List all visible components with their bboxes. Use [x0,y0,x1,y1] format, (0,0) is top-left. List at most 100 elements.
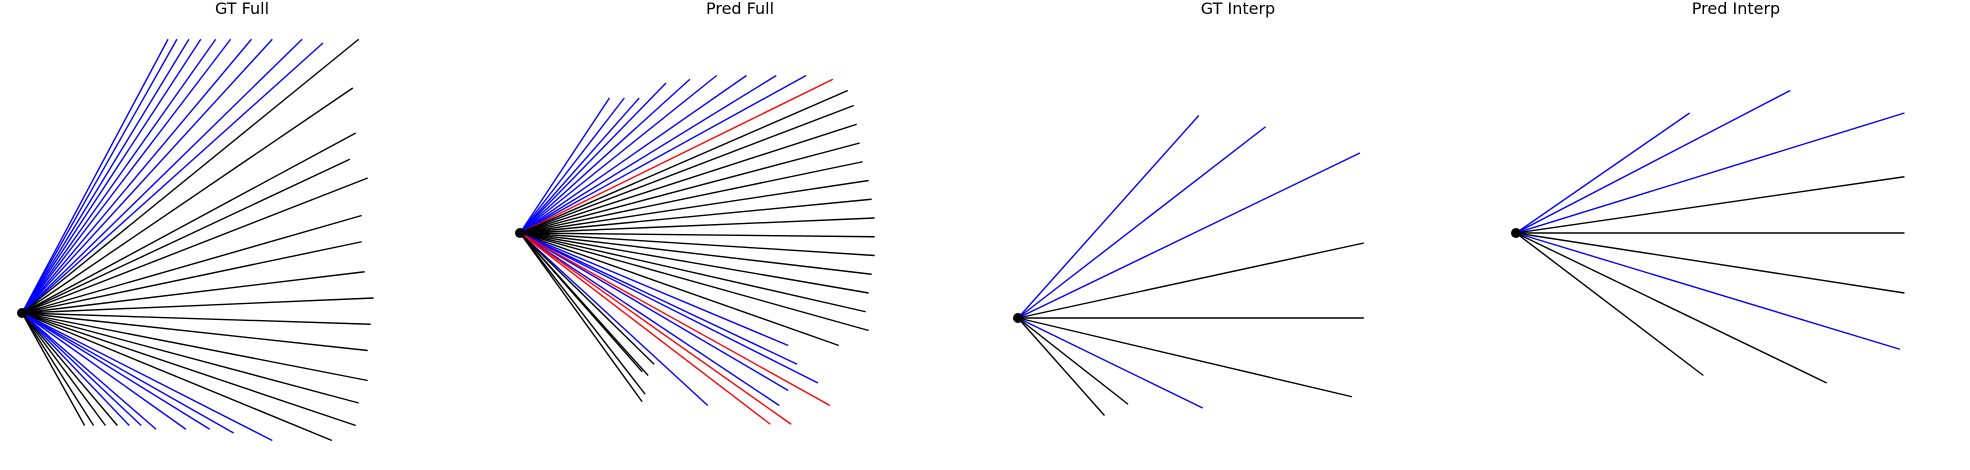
ray-highlight [519,97,640,234]
ray-highlight [519,232,789,392]
ray-base [1515,232,1704,377]
ray-base [1017,317,1129,405]
ray-base [21,312,371,325]
ray-highlight [21,38,232,314]
ray-base [1515,232,1905,294]
ray-highlight [21,312,130,426]
ray-base [1017,242,1364,319]
ray-highlight [21,312,187,430]
ray-base [519,232,875,238]
ray-highlight [21,312,234,434]
origin-point [1013,313,1023,323]
ray-highlight [519,232,780,407]
ray-highlight [519,82,667,234]
ray-highlight [519,232,819,384]
ray-highlight [519,74,718,234]
ray-base [519,142,860,234]
ray-base [21,312,368,382]
ray-base [519,232,866,313]
ray-highlight [519,78,691,234]
ray-highlight [519,232,798,365]
panel-1: GT Full [17,0,374,442]
ray-base [21,241,362,314]
ray-highlight [21,312,142,427]
panel-title: GT Full [215,0,269,18]
ray-base [21,38,360,314]
origin-point [17,308,27,318]
ray-highlight [1515,232,1901,350]
ray-base [519,161,863,234]
ray-base [519,232,875,257]
ray-highlight [1515,89,1791,234]
ray-highlight [519,232,709,407]
ray-base [1515,232,1828,384]
ray-highlight [1017,152,1361,319]
ray-highlight [1515,112,1691,234]
panel-title: Pred Full [706,0,774,18]
panel-4: Pred Interp [1511,0,1905,384]
ray-base [21,214,362,314]
ray-error [519,232,771,425]
panel-2: Pred Full [515,0,875,425]
ray-base [21,271,365,314]
ray-base [519,232,840,347]
ray-base [21,132,357,314]
ray-base [1017,317,1353,398]
ray-highlight [519,97,625,234]
ray-highlight [21,38,178,314]
ray-highlight [1017,317,1204,409]
ray-highlight [21,38,273,314]
ray-base [21,312,359,404]
ray-base [519,198,872,234]
ray-base [1515,176,1905,234]
panels: GT Full Pred Full GT Interp Pred Interp [17,0,1905,442]
ray-base [1017,317,1105,416]
ray-base [519,232,872,275]
ray-highlight [21,38,190,314]
ray-base [21,312,333,442]
ray-highlight [21,42,324,314]
ray-base [519,232,643,403]
ray-base [21,312,107,426]
ray-base [21,312,368,352]
ray-base [519,179,869,234]
ray-highlight [1515,112,1905,234]
ray-highlight [21,312,273,442]
ray-base [519,232,869,294]
ray-base [519,89,849,234]
ray-highlight [21,312,157,430]
ray-highlight [21,38,252,314]
ray-highlight [21,38,303,314]
ray-base [21,312,86,426]
ray-highlight [519,232,789,347]
ray-base [519,104,855,234]
ray-highlight [21,38,217,314]
ray-base [519,232,869,332]
ray-highlight [1017,126,1267,319]
origin-point [1511,228,1521,238]
ray-highlight [1017,115,1200,319]
origin-point [515,228,525,238]
ray-error [519,232,831,407]
ray-base [21,312,118,426]
ray-base [21,312,356,427]
ray-base [21,87,354,314]
ray-base [21,297,374,314]
panel-3: GT Interp [1013,0,1364,416]
ray-base [21,312,95,426]
panel-title: GT Interp [1201,0,1275,18]
ray-base [21,158,351,314]
ray-base [21,177,368,314]
ray-highlight [21,312,211,430]
ray-base [519,123,857,234]
ray-highlight [21,38,169,314]
ray-highlight [519,97,610,234]
ray-highlight [21,38,202,314]
ray-error [519,232,792,425]
ray-highlight [519,74,807,234]
ray-highlight [519,74,777,234]
ray-error [519,78,834,234]
ray-highlight [519,74,747,234]
panel-title: Pred Interp [1692,0,1780,18]
